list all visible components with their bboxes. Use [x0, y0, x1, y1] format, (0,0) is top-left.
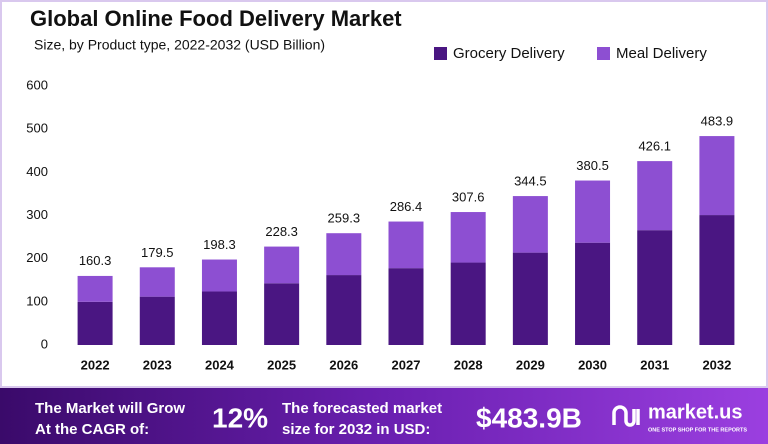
- total-label: 160.3: [79, 253, 112, 268]
- x-tick-label: 2029: [516, 357, 545, 372]
- total-label: 228.3: [265, 224, 298, 239]
- total-label: 307.6: [452, 190, 485, 205]
- bar-segment: [699, 215, 735, 345]
- bar-segment: [139, 296, 175, 345]
- total-label: 483.9: [701, 114, 734, 129]
- bar-segment: [77, 301, 113, 345]
- frame: [0, 0, 768, 388]
- cagr-value: 12%: [212, 402, 268, 433]
- x-tick-label: 2032: [702, 357, 731, 372]
- chart-title: Global Online Food Delivery Market: [30, 6, 402, 31]
- total-label: 198.3: [203, 237, 236, 252]
- x-tick-label: 2023: [143, 357, 172, 372]
- x-tick-label: 2031: [640, 357, 669, 372]
- y-tick-label: 100: [26, 293, 48, 308]
- x-tick-label: 2027: [392, 357, 421, 372]
- bar-segment: [201, 291, 237, 345]
- y-tick-label: 200: [26, 250, 48, 265]
- forecast-text: The forecasted market: [282, 400, 442, 417]
- bar-segment: [637, 230, 673, 345]
- bar-segment: [512, 196, 548, 253]
- legend-label: Grocery Delivery: [453, 45, 565, 62]
- y-tick-label: 500: [26, 121, 48, 136]
- x-tick-label: 2024: [205, 357, 235, 372]
- y-tick-label: 400: [26, 164, 48, 179]
- legend-swatch: [434, 47, 447, 60]
- chart-subtitle: Size, by Product type, 2022-2032 (USD Bi…: [34, 37, 325, 53]
- bar-segment: [77, 275, 113, 302]
- bar-segment: [388, 221, 424, 269]
- bar-segment: [139, 267, 175, 297]
- total-label: 344.5: [514, 174, 547, 189]
- brand: market.us: [648, 401, 743, 423]
- x-tick-label: 2028: [454, 357, 483, 372]
- total-label: 286.4: [390, 199, 423, 214]
- y-tick-label: 300: [26, 207, 48, 222]
- x-tick-label: 2025: [267, 357, 296, 372]
- bar-segment: [326, 275, 362, 345]
- y-tick-label: 600: [26, 77, 48, 92]
- bar-segment: [575, 242, 611, 345]
- legend-label: Meal Delivery: [616, 45, 707, 62]
- bar-segment: [512, 252, 548, 345]
- bar-segment: [575, 180, 611, 243]
- bar-segment: [637, 161, 673, 231]
- bar-segment: [699, 136, 735, 216]
- bar-segment: [264, 283, 300, 345]
- total-label: 259.3: [328, 211, 361, 226]
- bar-segment: [450, 212, 486, 263]
- tagline: ONE STOP SHOP FOR THE REPORTS: [648, 427, 747, 433]
- y-tick-label: 0: [41, 336, 48, 351]
- bar-segment: [450, 262, 486, 345]
- x-tick-label: 2022: [81, 357, 110, 372]
- bar-segment: [201, 259, 237, 292]
- footer-band: [0, 388, 768, 444]
- total-label: 179.5: [141, 245, 174, 260]
- legend-swatch: [597, 47, 610, 60]
- x-tick-label: 2030: [578, 357, 607, 372]
- cagr-text: At the CAGR of:: [35, 421, 149, 438]
- brand-logo: [612, 405, 640, 427]
- forecast-value: $483.9B: [476, 402, 582, 433]
- total-label: 426.1: [638, 139, 671, 154]
- forecast-text: size for 2032 in USD:: [282, 421, 430, 438]
- total-label: 380.5: [576, 158, 609, 173]
- x-tick-label: 2026: [329, 357, 358, 372]
- bar-segment: [388, 268, 424, 345]
- bar-segment: [326, 233, 362, 276]
- cagr-text: The Market will Grow: [35, 400, 185, 417]
- bar-segment: [264, 246, 300, 284]
